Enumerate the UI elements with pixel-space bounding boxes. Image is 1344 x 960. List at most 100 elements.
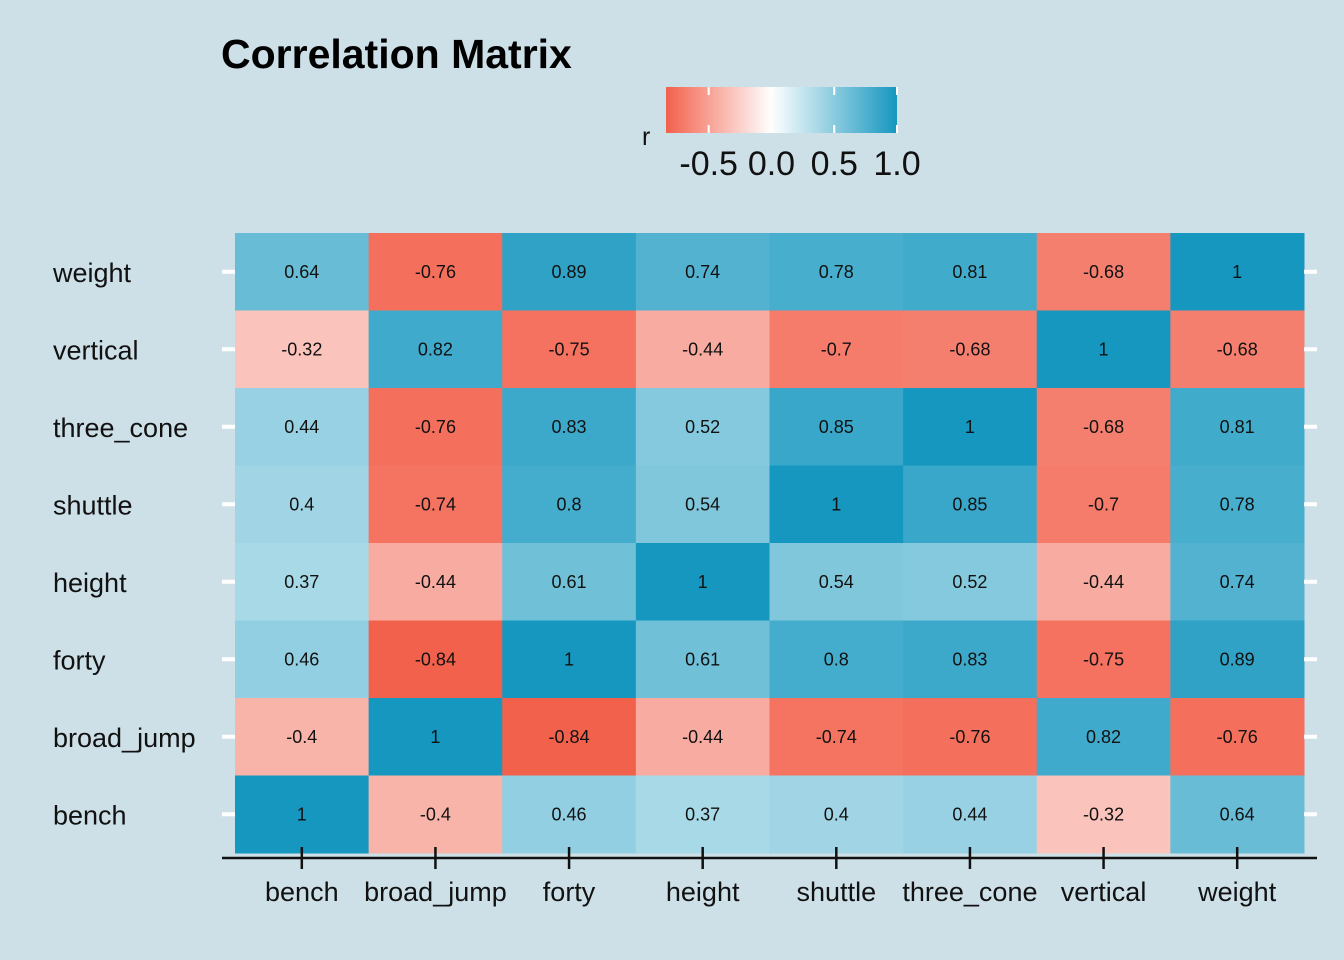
heatmap-cell-forty-vertical: [1036, 620, 1171, 699]
cell-label-forty-broad_jump: -0.84: [415, 649, 456, 669]
heatmap-cell-bench-broad_jump: [368, 775, 503, 854]
cell-label-weight-height: 0.74: [685, 262, 720, 282]
cell-label-vertical-vertical: 1: [1099, 339, 1109, 359]
heatmap-cell-three_cone-three_cone: [903, 388, 1038, 466]
cell-label-bench-three_cone: 0.44: [952, 804, 987, 824]
cell-label-three_cone-forty: 0.83: [552, 417, 587, 437]
heatmap-cell-broad_jump-bench: [235, 698, 370, 776]
heatmap-cell-forty-bench: [235, 620, 370, 699]
heatmap-cell-three_cone-shuttle: [769, 388, 904, 466]
cell-label-vertical-forty: -0.75: [549, 339, 590, 359]
heatmap-cell-vertical-three_cone: [903, 310, 1038, 389]
cell-label-broad_jump-bench: -0.4: [286, 727, 317, 747]
cell-label-broad_jump-weight: -0.76: [1217, 727, 1258, 747]
heatmap-cell-forty-weight: [1170, 620, 1305, 699]
heatmap-cell-height-bench: [235, 543, 370, 621]
heatmap-cell-bench-height: [635, 775, 770, 854]
heatmap-cell-height-vertical: [1036, 543, 1171, 621]
cell-label-broad_jump-vertical: 0.82: [1086, 727, 1121, 747]
cell-label-weight-bench: 0.64: [284, 262, 319, 282]
y-tick-label-three_cone: three_cone: [53, 413, 188, 443]
cell-label-vertical-broad_jump: 0.82: [418, 339, 453, 359]
cell-label-weight-vertical: -0.68: [1083, 262, 1124, 282]
heatmap-cell-three_cone-weight: [1170, 388, 1305, 466]
heatmap-cell-forty-broad_jump: [368, 620, 503, 699]
cell-label-weight-forty: 0.89: [552, 262, 587, 282]
y-tick-label-height: height: [53, 568, 127, 598]
heatmap-cell-forty-three_cone: [903, 620, 1038, 699]
heatmap-cell-forty-height: [635, 620, 770, 699]
heatmap-cell-weight-forty: [502, 233, 637, 311]
heatmap-cell-broad_jump-forty: [502, 698, 637, 776]
cell-label-forty-bench: 0.46: [284, 649, 319, 669]
heatmap-cell-broad_jump-height: [635, 698, 770, 776]
cell-label-vertical-height: -0.44: [682, 339, 723, 359]
cell-label-height-vertical: -0.44: [1083, 572, 1124, 592]
heatmap-cell-vertical-vertical: [1036, 310, 1171, 389]
heatmap-cell-weight-three_cone: [903, 233, 1038, 311]
cell-label-forty-height: 0.61: [685, 649, 720, 669]
cell-label-shuttle-shuttle: 1: [831, 494, 841, 514]
y-tick-label-shuttle: shuttle: [53, 490, 133, 520]
cell-label-height-three_cone: 0.52: [952, 572, 987, 592]
heatmap-cell-shuttle-shuttle: [769, 465, 904, 544]
cell-label-weight-shuttle: 0.78: [819, 262, 854, 282]
heatmap-cell-forty-forty: [502, 620, 637, 699]
heatmap-cell-forty-shuttle: [769, 620, 904, 699]
heatmap-cell-shuttle-height: [635, 465, 770, 544]
cell-label-three_cone-three_cone: 1: [965, 417, 975, 437]
legend-ticks: -0.5 0.0 0.5 1.0: [679, 87, 921, 183]
legend-color-bar: [666, 87, 897, 133]
heatmap-cell-height-three_cone: [903, 543, 1038, 621]
y-tick-label-broad_jump: broad_jump: [53, 723, 196, 753]
cell-label-bench-forty: 0.46: [552, 804, 587, 824]
heatmap-cell-shuttle-broad_jump: [368, 465, 503, 544]
heatmap-cell-vertical-weight: [1170, 310, 1305, 389]
cell-label-three_cone-weight: 0.81: [1220, 417, 1255, 437]
heatmap-cell-weight-bench: [235, 233, 370, 311]
heatmap-cell-vertical-forty: [502, 310, 637, 389]
cell-label-forty-shuttle: 0.8: [824, 649, 849, 669]
cell-label-three_cone-shuttle: 0.85: [819, 417, 854, 437]
heatmap-cell-bench-weight: [1170, 775, 1305, 854]
heatmap-cell-bench-forty: [502, 775, 637, 854]
cell-label-height-broad_jump: -0.44: [415, 572, 456, 592]
heatmap-cell-vertical-shuttle: [769, 310, 904, 389]
heatmap-cell-broad_jump-weight: [1170, 698, 1305, 776]
cell-label-bench-bench: 1: [297, 804, 307, 824]
heatmap-cell-three_cone-height: [635, 388, 770, 466]
heatmap-cell-bench-bench: [235, 775, 370, 854]
cell-label-height-height: 1: [698, 572, 708, 592]
y-tick-label-forty: forty: [53, 645, 106, 675]
heatmap-cell-weight-vertical: [1036, 233, 1171, 311]
cell-label-bench-broad_jump: -0.4: [420, 804, 451, 824]
cell-label-shuttle-broad_jump: -0.74: [415, 494, 456, 514]
cell-label-bench-vertical: -0.32: [1083, 804, 1124, 824]
heatmap-cell-shuttle-forty: [502, 465, 637, 544]
cell-label-three_cone-broad_jump: -0.76: [415, 417, 456, 437]
heatmap-cell-height-broad_jump: [368, 543, 503, 621]
heatmap-cells: [235, 233, 1305, 854]
cell-label-shuttle-weight: 0.78: [1220, 494, 1255, 514]
heatmap-cell-shuttle-weight: [1170, 465, 1305, 544]
cell-label-shuttle-height: 0.54: [685, 494, 720, 514]
cell-label-vertical-bench: -0.32: [281, 339, 322, 359]
legend-title: r: [642, 123, 650, 151]
cell-label-bench-shuttle: 0.4: [824, 804, 849, 824]
cell-label-height-weight: 0.74: [1220, 572, 1255, 592]
heatmap-cell-bench-three_cone: [903, 775, 1038, 854]
heatmap-cell-height-height: [635, 543, 770, 621]
heatmap-cell-broad_jump-shuttle: [769, 698, 904, 776]
heatmap-cell-weight-shuttle: [769, 233, 904, 311]
heatmap-cell-broad_jump-vertical: [1036, 698, 1171, 776]
color-legend: r -0.5 0.0 0.5 1.0: [642, 87, 921, 183]
heatmap-cell-height-shuttle: [769, 543, 904, 621]
heatmap-cell-three_cone-forty: [502, 388, 637, 466]
cell-label-vertical-shuttle: -0.7: [821, 339, 852, 359]
heatmap-cell-three_cone-vertical: [1036, 388, 1171, 466]
x-tick-label-forty: forty: [543, 877, 596, 907]
legend-tick-label-2: 0.5: [811, 145, 858, 183]
cell-label-broad_jump-height: -0.44: [682, 727, 723, 747]
heatmap-cell-height-weight: [1170, 543, 1305, 621]
